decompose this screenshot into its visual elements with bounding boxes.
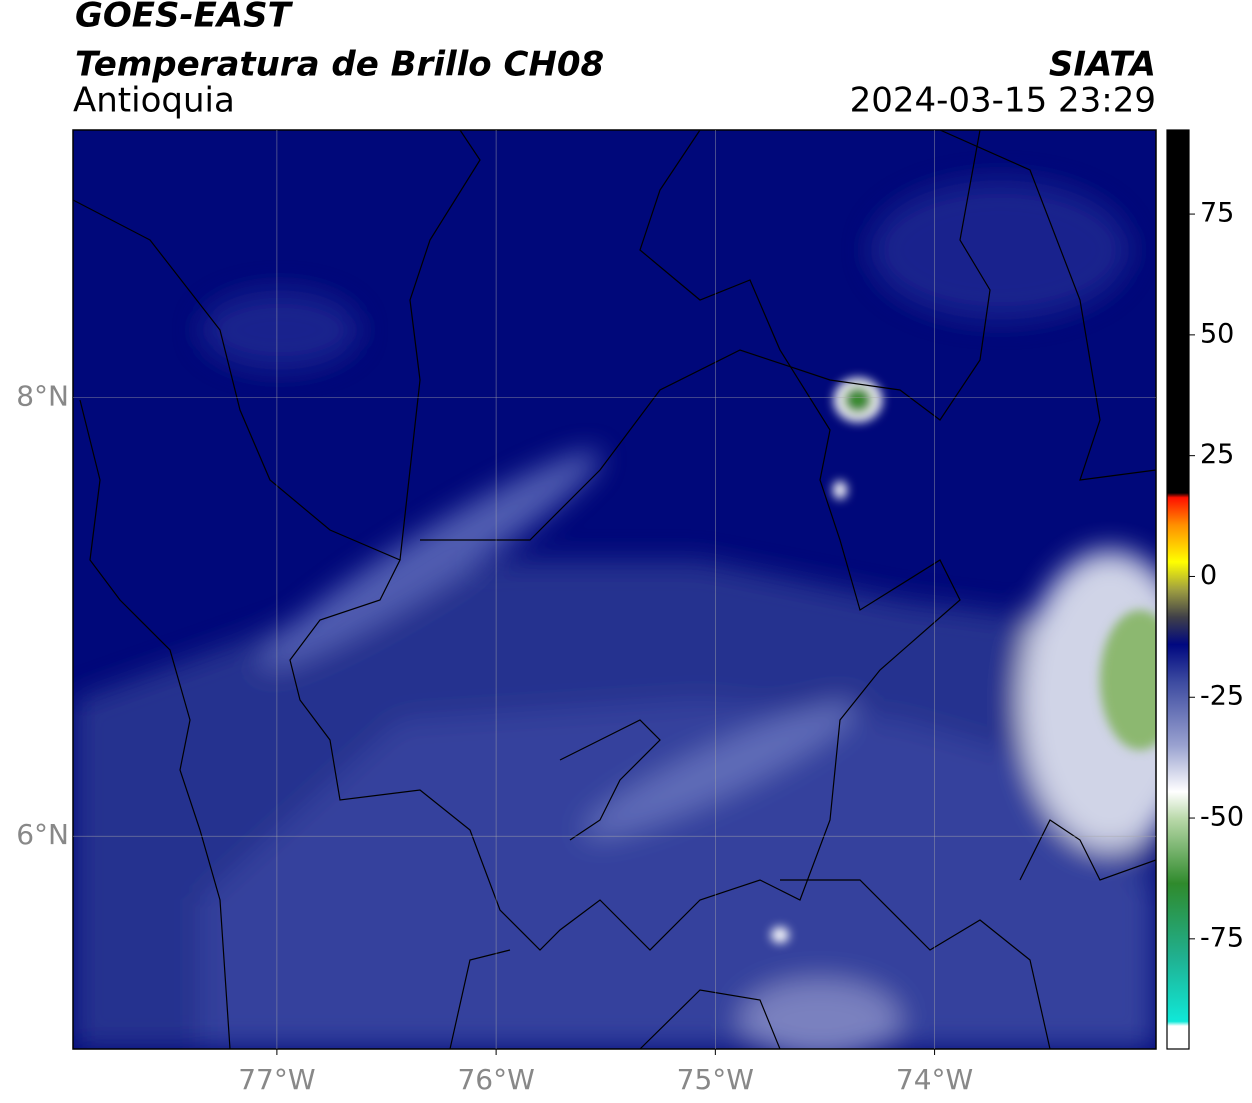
colorbar-tick-label: 25 xyxy=(1200,439,1234,470)
colorbar-tick-label: -25 xyxy=(1200,681,1244,712)
x-tick-label: 77°W xyxy=(238,1063,315,1096)
y-tick-label: 8°N xyxy=(16,380,69,413)
map-frame xyxy=(72,129,1157,1050)
colorbar xyxy=(1166,129,1190,1050)
x-tick-label: 74°W xyxy=(896,1063,973,1096)
colorbar-tick-label: 50 xyxy=(1200,318,1234,349)
borders xyxy=(73,130,1156,1049)
y-tick-label: 6°N xyxy=(16,818,69,851)
subtitle: Temperatura de Brillo CH08 xyxy=(75,45,604,85)
colorbar-tick-label: 75 xyxy=(1200,198,1234,229)
colorbar-tick-label: 0 xyxy=(1200,560,1217,591)
map-image xyxy=(73,130,1156,1049)
title: GOES-EAST xyxy=(75,0,294,36)
timestamp: 2024-03-15 23:29 xyxy=(850,81,1156,121)
colorbar-tick-label: -75 xyxy=(1200,922,1244,953)
source: SIATA xyxy=(1049,45,1156,85)
colorbar-tick-label: -50 xyxy=(1200,802,1244,833)
region: Antioquia xyxy=(73,81,235,121)
x-tick-label: 76°W xyxy=(457,1063,534,1096)
x-tick-label: 75°W xyxy=(677,1063,754,1096)
